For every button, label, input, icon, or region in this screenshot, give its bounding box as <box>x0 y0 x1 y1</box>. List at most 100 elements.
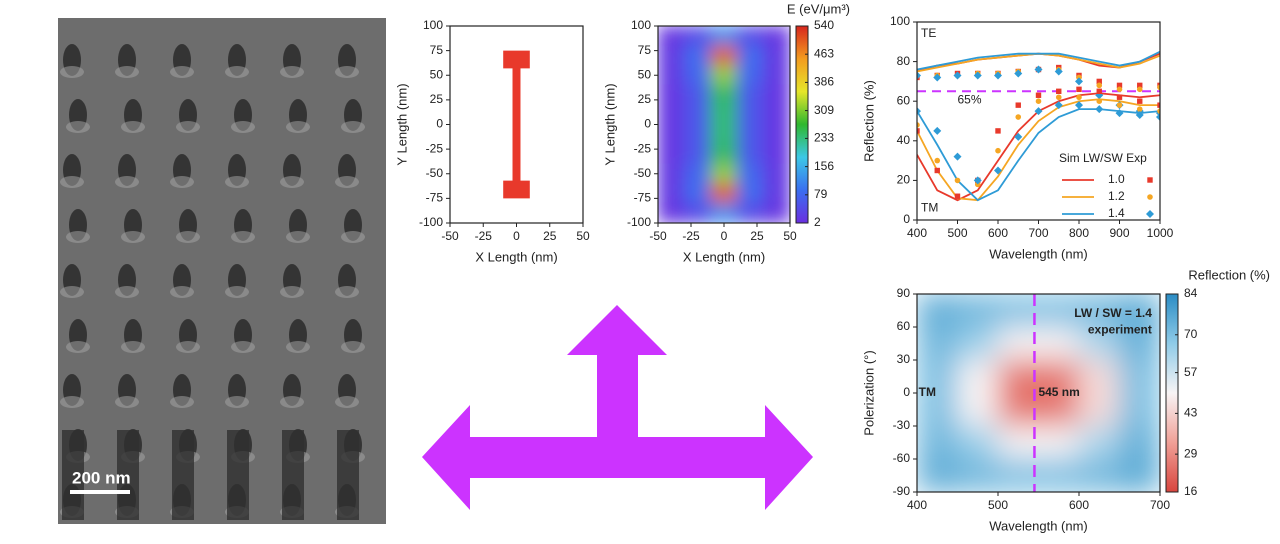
sem-rim <box>176 121 200 133</box>
heatmap-cell <box>736 104 765 125</box>
marker <box>1014 69 1023 78</box>
heatmap-cell <box>683 104 712 125</box>
heatmap-cell <box>658 84 685 106</box>
colorbar-tick-label: 309 <box>814 103 834 117</box>
colorbar-tick-label: 84 <box>1184 286 1198 300</box>
colorbar-label: E (eV/μm³) <box>787 1 850 16</box>
x-tick-label: 0 <box>513 229 520 243</box>
x-tick-label: 900 <box>1109 226 1129 240</box>
y-tick-label: -100 <box>627 215 651 229</box>
marker <box>954 177 961 184</box>
y-axis-label: Y Length (nm) <box>602 83 617 165</box>
sem-trench <box>117 430 139 520</box>
marker <box>1014 132 1023 141</box>
heatmap-cell <box>683 124 712 145</box>
marker <box>994 166 1002 175</box>
heatmap-cell <box>710 64 738 86</box>
marker <box>1015 114 1022 120</box>
marker <box>1115 109 1124 118</box>
y-tick-label: 40 <box>897 133 911 147</box>
sem-rim <box>390 396 414 408</box>
marker <box>1055 94 1062 101</box>
legend-title: Sim LW/SW Exp <box>1059 151 1147 165</box>
sem-rim <box>225 176 249 188</box>
heatmap-cell <box>917 458 958 492</box>
heatmap-cell <box>683 64 712 86</box>
heatmap-cell <box>1038 326 1080 361</box>
y-tick-label: 0 <box>436 117 443 131</box>
sem-hole <box>393 264 411 296</box>
y-tick-label: 100 <box>890 14 910 28</box>
sem-rim <box>115 396 139 408</box>
sem-hole <box>399 209 417 241</box>
heatmap-cell <box>997 359 1039 394</box>
shape <box>503 50 530 199</box>
heatmap-cell <box>736 143 765 165</box>
x-axis-label: Wavelength (nm) <box>989 246 1088 261</box>
annotation: TM <box>921 200 938 214</box>
sem-rim <box>115 176 139 188</box>
y-tick-label: -25 <box>634 141 652 155</box>
sem-rim <box>335 66 359 78</box>
heatmap-cell <box>957 359 999 394</box>
marker <box>917 71 921 80</box>
annotation: LW / SW = 1.4 <box>1074 306 1152 320</box>
sem-image: 200 nm <box>58 18 417 524</box>
legend-marker <box>1147 194 1153 200</box>
annotation: experiment <box>1088 322 1152 336</box>
heatmap-cell <box>763 84 790 106</box>
marker <box>995 147 1001 154</box>
sem-trench <box>62 430 84 520</box>
y-tick-label: -100 <box>419 215 443 229</box>
colorbar-tick-label: 79 <box>814 187 828 201</box>
heatmap-cell <box>1078 458 1120 492</box>
y-tick-label: -75 <box>634 191 652 205</box>
marker <box>934 167 940 174</box>
y-tick-label: 0 <box>903 385 910 399</box>
sem-rim <box>286 341 310 353</box>
x-tick-label: -25 <box>682 229 700 243</box>
heatmap-cell <box>997 294 1039 328</box>
heatmap-cell <box>710 124 738 145</box>
marker <box>934 157 941 164</box>
marker <box>1157 84 1160 91</box>
heatmap-cell <box>736 163 765 185</box>
heatmap-cell <box>763 163 790 185</box>
sem-rim <box>390 176 414 188</box>
marker <box>933 126 942 135</box>
marker <box>1035 98 1042 104</box>
heatmap-cell <box>957 392 999 427</box>
sem-rim <box>280 176 304 188</box>
heatmap-cell <box>736 45 765 66</box>
sem-rim <box>280 396 304 408</box>
heatmap-cell <box>957 458 999 492</box>
sem-rim <box>66 121 90 133</box>
marker <box>1095 105 1104 114</box>
colorbar-tick-label: 233 <box>814 131 834 145</box>
marker <box>1096 82 1103 89</box>
marker <box>995 128 1001 134</box>
heatmap-cell <box>710 202 738 223</box>
y-tick-label: -75 <box>426 191 444 205</box>
x-tick-label: -50 <box>441 229 459 243</box>
heatmap-cell <box>763 143 790 165</box>
heatmap-cell <box>683 183 712 204</box>
marker <box>1136 106 1143 112</box>
heatmap-cell <box>658 124 685 145</box>
sem-rim <box>176 341 200 353</box>
heatmap-cell <box>1038 294 1080 328</box>
sem-trench <box>337 430 359 520</box>
y-tick-label: 0 <box>903 212 910 226</box>
y-tick-label: 100 <box>423 18 443 32</box>
sem-rim <box>335 176 359 188</box>
marker <box>917 122 920 128</box>
marker <box>1096 98 1103 104</box>
marker <box>1054 101 1063 110</box>
y-tick-label: -25 <box>426 141 444 155</box>
sem-rim <box>231 121 255 133</box>
sem-rim <box>115 66 139 78</box>
x-tick-label: 400 <box>907 498 927 512</box>
heatmap-cell <box>710 183 738 204</box>
heatmap-cell <box>1119 359 1160 394</box>
marker <box>1075 77 1083 86</box>
